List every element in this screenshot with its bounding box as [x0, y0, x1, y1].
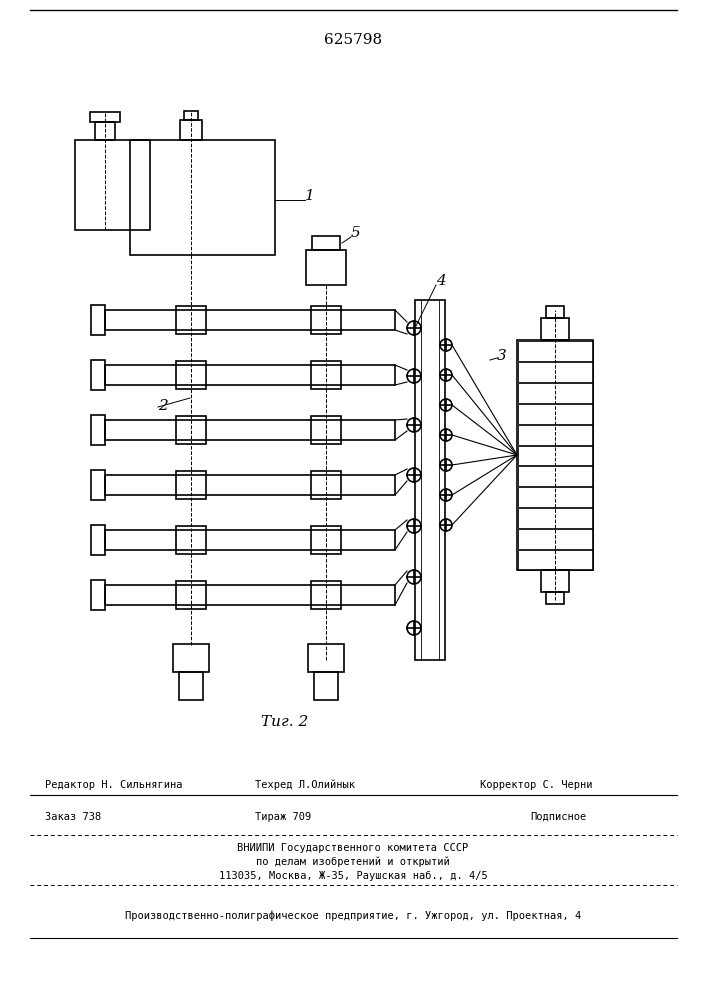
Bar: [75, 140, 150, 230]
Bar: [173, 644, 209, 672]
Text: Τиг. 2: Τиг. 2: [262, 715, 309, 729]
Bar: [176, 306, 206, 334]
Bar: [518, 362, 593, 382]
Bar: [176, 581, 206, 609]
Bar: [105, 365, 395, 385]
Bar: [179, 672, 203, 700]
Bar: [105, 585, 395, 605]
Bar: [541, 318, 569, 340]
Text: Техред Л.Олийнык: Техред Л.Олийнык: [255, 780, 355, 790]
Bar: [311, 416, 341, 444]
Bar: [91, 580, 105, 610]
Text: Заказ 738: Заказ 738: [45, 812, 101, 822]
Bar: [91, 525, 105, 555]
Text: Редактор Н. Сильнягина: Редактор Н. Сильнягина: [45, 780, 182, 790]
Bar: [184, 111, 198, 120]
Bar: [105, 310, 395, 330]
Bar: [518, 404, 593, 424]
Text: 5: 5: [351, 226, 361, 240]
Text: Корректор С. Черни: Корректор С. Черни: [480, 780, 592, 790]
Bar: [91, 360, 105, 390]
Text: 2: 2: [158, 399, 168, 413]
Text: 1: 1: [305, 189, 315, 203]
Bar: [90, 112, 120, 122]
Bar: [546, 592, 564, 604]
Bar: [311, 526, 341, 554]
Bar: [311, 361, 341, 389]
Bar: [541, 570, 569, 592]
Bar: [308, 644, 344, 672]
Text: 4: 4: [436, 274, 445, 288]
Bar: [176, 471, 206, 499]
Text: 113035, Москва, Ж-35, Раушская наб., д. 4/5: 113035, Москва, Ж-35, Раушская наб., д. …: [218, 871, 487, 881]
Text: Тираж 709: Тираж 709: [255, 812, 311, 822]
Bar: [311, 471, 341, 499]
Bar: [518, 550, 593, 570]
Bar: [176, 416, 206, 444]
Bar: [518, 466, 593, 486]
Bar: [311, 306, 341, 334]
Bar: [518, 341, 593, 361]
Bar: [105, 475, 395, 495]
Bar: [91, 305, 105, 335]
Bar: [130, 140, 275, 255]
Bar: [546, 306, 564, 318]
Bar: [180, 120, 202, 140]
Bar: [91, 470, 105, 500]
Bar: [518, 446, 593, 465]
Bar: [91, 415, 105, 445]
Bar: [311, 581, 341, 609]
Bar: [95, 122, 115, 140]
Bar: [312, 236, 340, 250]
Bar: [518, 383, 593, 403]
Bar: [518, 529, 593, 549]
Bar: [518, 425, 593, 445]
Bar: [518, 487, 593, 507]
Text: ВНИИПИ Государственного комитета СССР: ВНИИПИ Государственного комитета СССР: [238, 843, 469, 853]
Bar: [105, 420, 395, 440]
Bar: [314, 672, 338, 700]
Bar: [176, 361, 206, 389]
Bar: [415, 300, 445, 660]
Bar: [176, 526, 206, 554]
Bar: [306, 250, 346, 285]
Text: 625798: 625798: [324, 33, 382, 47]
Bar: [517, 340, 593, 570]
Text: Производственно-полиграфическое предприятие, г. Ужгород, ул. Проектная, 4: Производственно-полиграфическое предприя…: [125, 911, 581, 921]
Text: по делам изобретений и открытий: по делам изобретений и открытий: [256, 857, 450, 867]
Bar: [105, 530, 395, 550]
Text: 3: 3: [497, 349, 507, 363]
Bar: [518, 508, 593, 528]
Text: Подписное: Подписное: [530, 812, 586, 822]
